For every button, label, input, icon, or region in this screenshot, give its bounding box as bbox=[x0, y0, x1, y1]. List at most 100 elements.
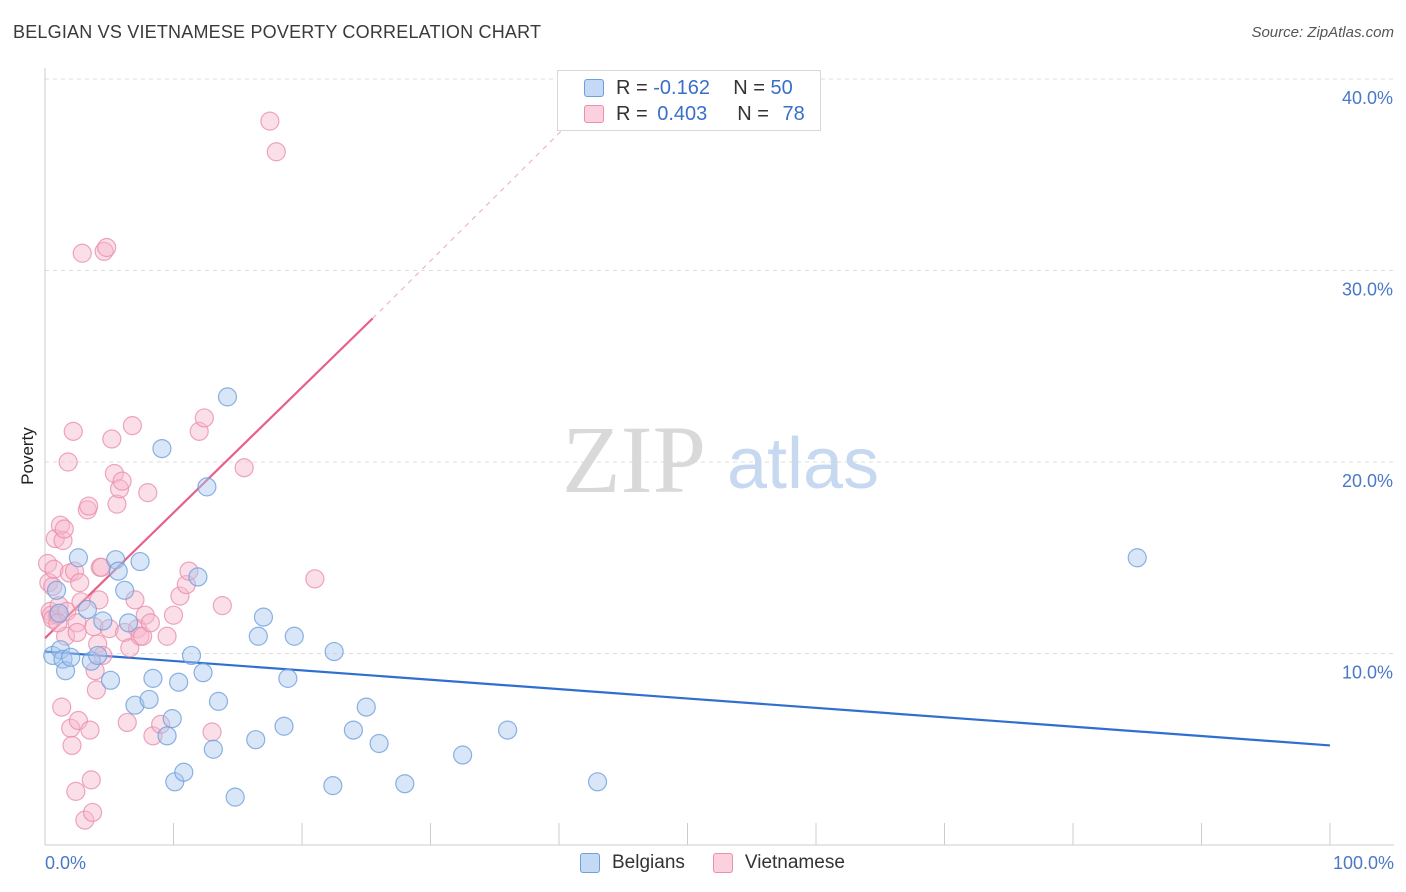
belgians-point bbox=[453, 745, 473, 765]
n-label: N = bbox=[737, 102, 769, 125]
vietnamese-point bbox=[305, 569, 325, 589]
vietnamese-point bbox=[266, 142, 286, 162]
vietnamese-point bbox=[143, 726, 163, 746]
belgians-point bbox=[61, 647, 81, 667]
vietnamese-point bbox=[140, 613, 160, 633]
vietnamese-point bbox=[49, 596, 69, 616]
belgians-point bbox=[106, 550, 126, 570]
legend-item-belgians: Belgians bbox=[580, 852, 685, 874]
vietnamese-point bbox=[43, 576, 63, 597]
legend-item-vietnamese: Vietnamese bbox=[712, 852, 845, 874]
legend-label: Vietnamese bbox=[744, 852, 845, 873]
vietnamese-point bbox=[163, 605, 184, 625]
vietnamese-point bbox=[104, 463, 124, 484]
r-value: -0.162 bbox=[653, 76, 710, 99]
gridlines bbox=[45, 78, 1394, 654]
watermark: ZIP atlas bbox=[562, 406, 879, 513]
belgians-point bbox=[100, 670, 121, 690]
belgians-point bbox=[157, 726, 177, 746]
belgians-point bbox=[68, 548, 89, 568]
belgians-point bbox=[174, 762, 194, 782]
vietnamese-point bbox=[82, 802, 103, 823]
vietnamese-point bbox=[117, 712, 137, 733]
vietnamese-point bbox=[80, 720, 100, 740]
vietnamese-point bbox=[66, 781, 86, 801]
vietnamese-point bbox=[75, 810, 95, 830]
belgians-point bbox=[587, 772, 608, 792]
x-tick-label: 100.0% bbox=[1333, 853, 1394, 873]
y-axis-label: Poverty bbox=[18, 427, 37, 485]
r-label: R = bbox=[616, 102, 648, 125]
belgians-point bbox=[369, 733, 389, 754]
legend-label: Belgians bbox=[612, 852, 685, 873]
vietnamese-point bbox=[102, 429, 122, 449]
vietnamese-point bbox=[50, 515, 71, 535]
vietnamese-point bbox=[125, 590, 145, 610]
belgians-point bbox=[188, 567, 208, 587]
vietnamese-trend-extension bbox=[372, 107, 586, 319]
belgians-point bbox=[46, 580, 67, 600]
belgians-point bbox=[77, 599, 98, 620]
correlation-legend: R = -0.162 N = 50 R = 0.403 N = 78 bbox=[557, 70, 821, 131]
belgians-point bbox=[253, 607, 274, 627]
belgians-trend-line bbox=[44, 650, 1331, 747]
belgians-point bbox=[125, 695, 145, 715]
r-label: R = bbox=[616, 76, 648, 99]
y-tick-label: 30.0% bbox=[1342, 280, 1393, 300]
vietnamese-point bbox=[58, 452, 78, 472]
vietnamese-point bbox=[48, 613, 68, 633]
belgians-point bbox=[324, 641, 344, 662]
watermark-atlas: atlas bbox=[727, 424, 879, 504]
y-tick-label: 20.0% bbox=[1342, 471, 1393, 491]
vietnamese-swatch bbox=[712, 853, 733, 873]
n-label: N = bbox=[733, 76, 765, 99]
vietnamese-point bbox=[99, 619, 119, 639]
vietnamese-point bbox=[212, 596, 232, 616]
belgians-point bbox=[152, 438, 172, 459]
vietnamese-point bbox=[138, 483, 158, 503]
belgians-point bbox=[143, 668, 163, 688]
belgians-point bbox=[343, 720, 363, 740]
belgians-point bbox=[246, 730, 266, 750]
vietnamese-point bbox=[170, 586, 190, 606]
y-tick-label: 40.0% bbox=[1342, 88, 1393, 108]
series-belgians bbox=[43, 387, 1147, 807]
belgians-point bbox=[93, 611, 113, 631]
vietnamese-swatch bbox=[584, 105, 604, 123]
belgians-point bbox=[130, 551, 150, 572]
vietnamese-point bbox=[70, 573, 90, 593]
vietnamese-point bbox=[63, 421, 83, 441]
vietnamese-point bbox=[54, 519, 74, 539]
vietnamese-point bbox=[62, 735, 82, 756]
belgians-point bbox=[284, 626, 304, 646]
legend-row-belgians: R = -0.162 N = 50 bbox=[584, 76, 793, 100]
vietnamese-point bbox=[115, 622, 135, 643]
belgians-swatch bbox=[584, 79, 604, 97]
vietnamese-point bbox=[86, 680, 107, 700]
belgians-point bbox=[162, 709, 182, 729]
belgians-point bbox=[225, 787, 245, 807]
vietnamese-point bbox=[112, 471, 132, 491]
belgians-point bbox=[1127, 548, 1147, 568]
vietnamese-point bbox=[202, 722, 222, 742]
belgians-point bbox=[395, 774, 415, 794]
belgians-point bbox=[498, 720, 518, 740]
vietnamese-point bbox=[234, 458, 254, 478]
axes bbox=[44, 68, 1394, 846]
belgians-point bbox=[169, 672, 189, 692]
n-value: 78 bbox=[782, 102, 805, 125]
belgians-point bbox=[115, 580, 135, 600]
vietnamese-point bbox=[151, 714, 171, 734]
belgians-point bbox=[217, 387, 238, 407]
vietnamese-point bbox=[52, 697, 72, 717]
belgians-point bbox=[203, 739, 223, 759]
belgians-point bbox=[197, 477, 217, 497]
vietnamese-point bbox=[157, 626, 177, 646]
belgians-point bbox=[49, 603, 69, 623]
vietnamese-point bbox=[109, 479, 130, 499]
vietnamese-point bbox=[61, 718, 81, 738]
vietnamese-point bbox=[85, 661, 105, 681]
series-vietnamese bbox=[37, 111, 325, 830]
series-legend: Belgians Vietnamese bbox=[580, 852, 873, 874]
